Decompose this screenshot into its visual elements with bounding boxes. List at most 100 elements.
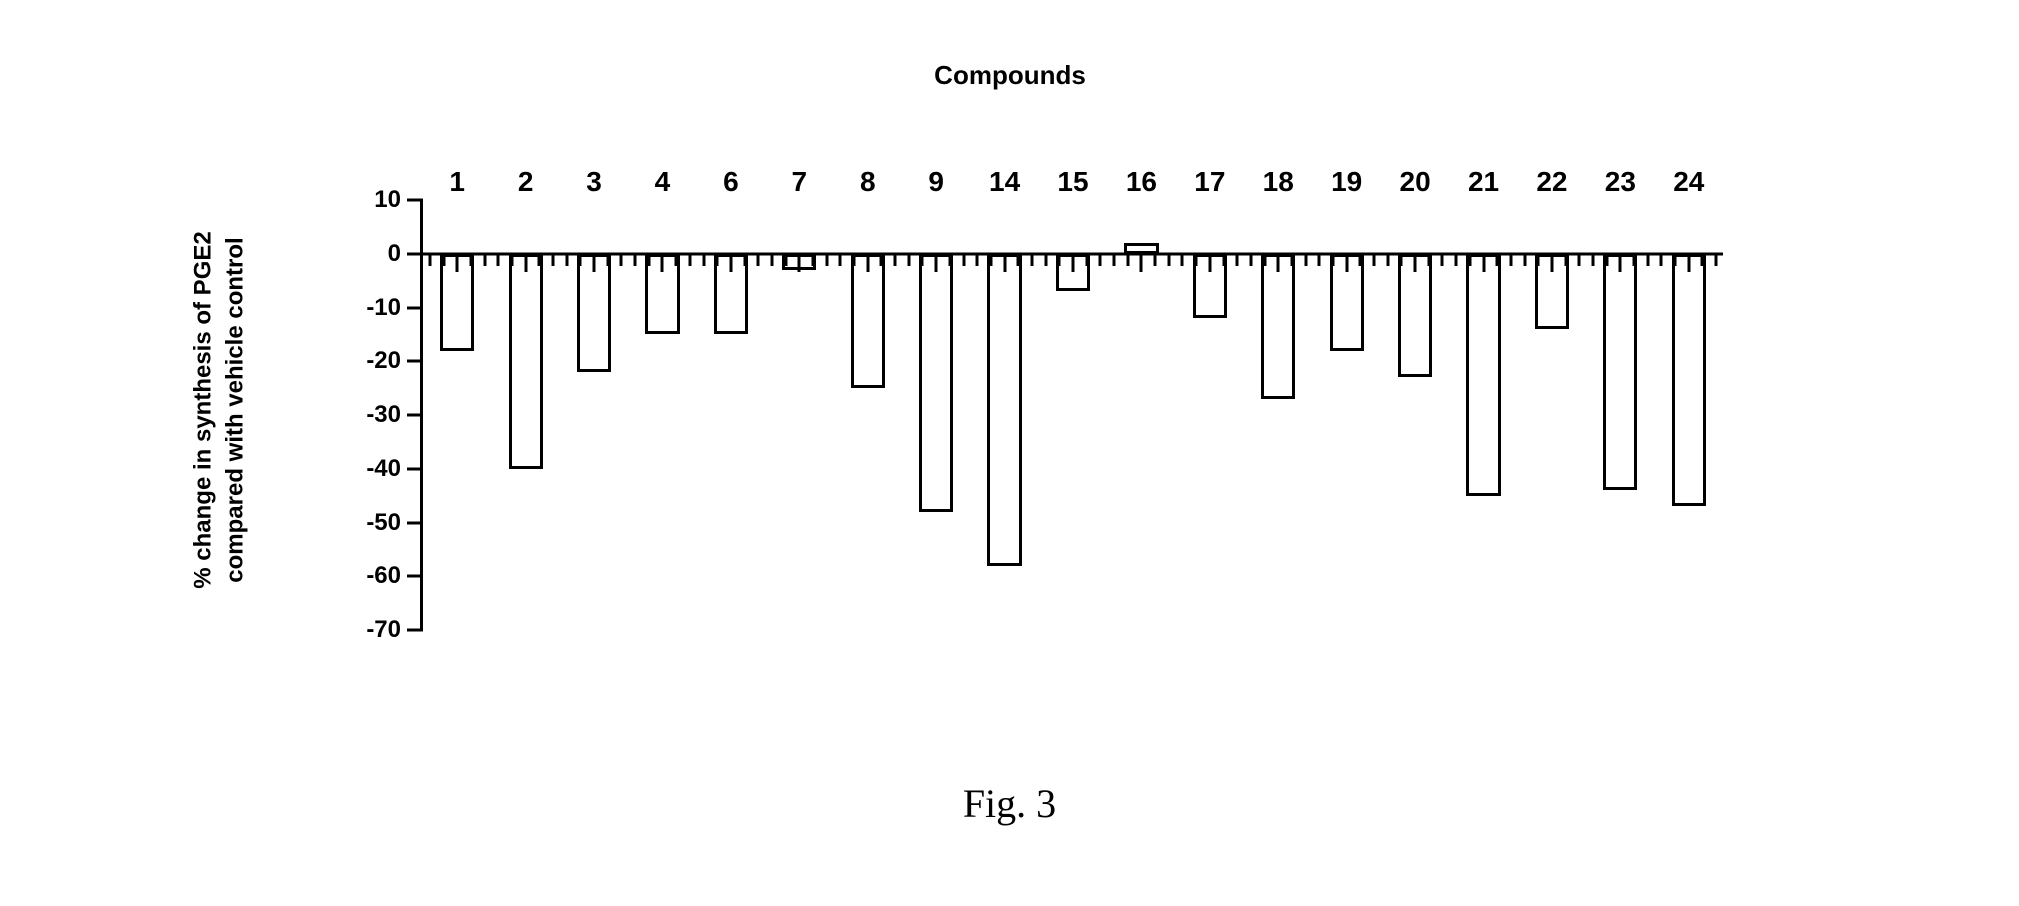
x-tick-minor: [1633, 254, 1636, 266]
x-category-label: 23: [1605, 166, 1636, 198]
x-tick-minor: [907, 254, 910, 266]
x-tick-minor: [1715, 254, 1718, 266]
x-tick-major: [866, 254, 869, 272]
x-tick-major: [1003, 254, 1006, 272]
x-tick-minor: [483, 254, 486, 266]
bar: [1124, 243, 1158, 254]
bar: [919, 254, 953, 512]
x-category-label: 7: [792, 166, 808, 198]
x-tick-minor: [757, 254, 760, 266]
x-tick-minor: [1455, 254, 1458, 266]
bar: [1672, 254, 1706, 507]
x-tick-minor: [1304, 254, 1307, 266]
y-tick-label: -50: [366, 509, 423, 537]
bar: [1398, 254, 1432, 378]
x-category-label: 15: [1057, 166, 1088, 198]
x-tick-minor: [1386, 254, 1389, 266]
y-axis-label: % change in synthesis of PGE2 compared w…: [188, 231, 253, 588]
x-tick-major: [593, 254, 596, 272]
x-category-label: 24: [1673, 166, 1704, 198]
x-tick-minor: [948, 254, 951, 266]
x-tick-minor: [1359, 254, 1362, 266]
x-tick-minor: [880, 254, 883, 266]
y-tick-label: -60: [366, 562, 423, 590]
x-tick-minor: [552, 254, 555, 266]
x-tick-minor: [839, 254, 842, 266]
x-tick-minor: [428, 254, 431, 266]
x-category-label: 19: [1331, 166, 1362, 198]
x-tick-minor: [1058, 254, 1061, 266]
x-tick-minor: [579, 254, 582, 266]
x-category-label: 4: [655, 166, 671, 198]
x-tick-minor: [989, 254, 992, 266]
x-tick-minor: [620, 254, 623, 266]
x-tick-minor: [1167, 254, 1170, 266]
x-tick-minor: [1044, 254, 1047, 266]
x-tick-minor: [976, 254, 979, 266]
x-tick-minor: [675, 254, 678, 266]
x-tick-minor: [1263, 254, 1266, 266]
x-tick-minor: [1701, 254, 1704, 266]
x-tick-minor: [497, 254, 500, 266]
x-tick-minor: [1400, 254, 1403, 266]
chart-container: Compounds % change in synthesis of PGE2 …: [250, 60, 1770, 760]
x-tick-minor: [894, 254, 897, 266]
y-tick-label: -70: [366, 616, 423, 644]
x-tick-minor: [1099, 254, 1102, 266]
x-tick-major: [935, 254, 938, 272]
x-tick-major: [729, 254, 732, 272]
x-tick-minor: [962, 254, 965, 266]
bar: [851, 254, 885, 388]
y-tick-label: 10: [374, 186, 423, 214]
x-tick-minor: [1578, 254, 1581, 266]
x-category-label: 16: [1126, 166, 1157, 198]
x-tick-minor: [538, 254, 541, 266]
x-category-label: 22: [1536, 166, 1567, 198]
x-tick-minor: [1290, 254, 1293, 266]
x-tick-minor: [634, 254, 637, 266]
x-category-label: 3: [586, 166, 602, 198]
x-tick-minor: [1564, 254, 1567, 266]
x-category-label: 8: [860, 166, 876, 198]
x-tick-minor: [1674, 254, 1677, 266]
bar: [1466, 254, 1500, 496]
x-tick-major: [1140, 254, 1143, 272]
x-tick-minor: [1373, 254, 1376, 266]
x-tick-major: [1345, 254, 1348, 272]
x-category-label: 2: [518, 166, 534, 198]
x-tick-minor: [1126, 254, 1129, 266]
bar: [509, 254, 543, 469]
x-tick-minor: [1154, 254, 1157, 266]
x-tick-minor: [1592, 254, 1595, 266]
x-tick-minor: [606, 254, 609, 266]
x-tick-minor: [1113, 254, 1116, 266]
x-category-label: 18: [1263, 166, 1294, 198]
x-tick-minor: [688, 254, 691, 266]
x-tick-minor: [442, 254, 445, 266]
x-category-label: 6: [723, 166, 739, 198]
x-tick-minor: [1017, 254, 1020, 266]
x-tick-major: [661, 254, 664, 272]
x-tick-minor: [825, 254, 828, 266]
x-tick-minor: [1523, 254, 1526, 266]
bar: [1603, 254, 1637, 491]
x-tick-major: [1277, 254, 1280, 272]
x-tick-major: [1687, 254, 1690, 272]
bar: [1261, 254, 1295, 399]
x-tick-minor: [716, 254, 719, 266]
x-tick-minor: [1468, 254, 1471, 266]
x-category-label: 9: [928, 166, 944, 198]
x-tick-minor: [743, 254, 746, 266]
x-tick-minor: [1030, 254, 1033, 266]
x-tick-major: [456, 254, 459, 272]
x-tick-minor: [510, 254, 513, 266]
x-category-label: 1: [449, 166, 465, 198]
x-category-label: 14: [989, 166, 1020, 198]
x-category-label: 21: [1468, 166, 1499, 198]
x-tick-minor: [1441, 254, 1444, 266]
x-tick-minor: [921, 254, 924, 266]
x-tick-minor: [1332, 254, 1335, 266]
x-tick-major: [798, 254, 801, 272]
x-tick-minor: [1085, 254, 1088, 266]
x-tick-major: [1550, 254, 1553, 272]
